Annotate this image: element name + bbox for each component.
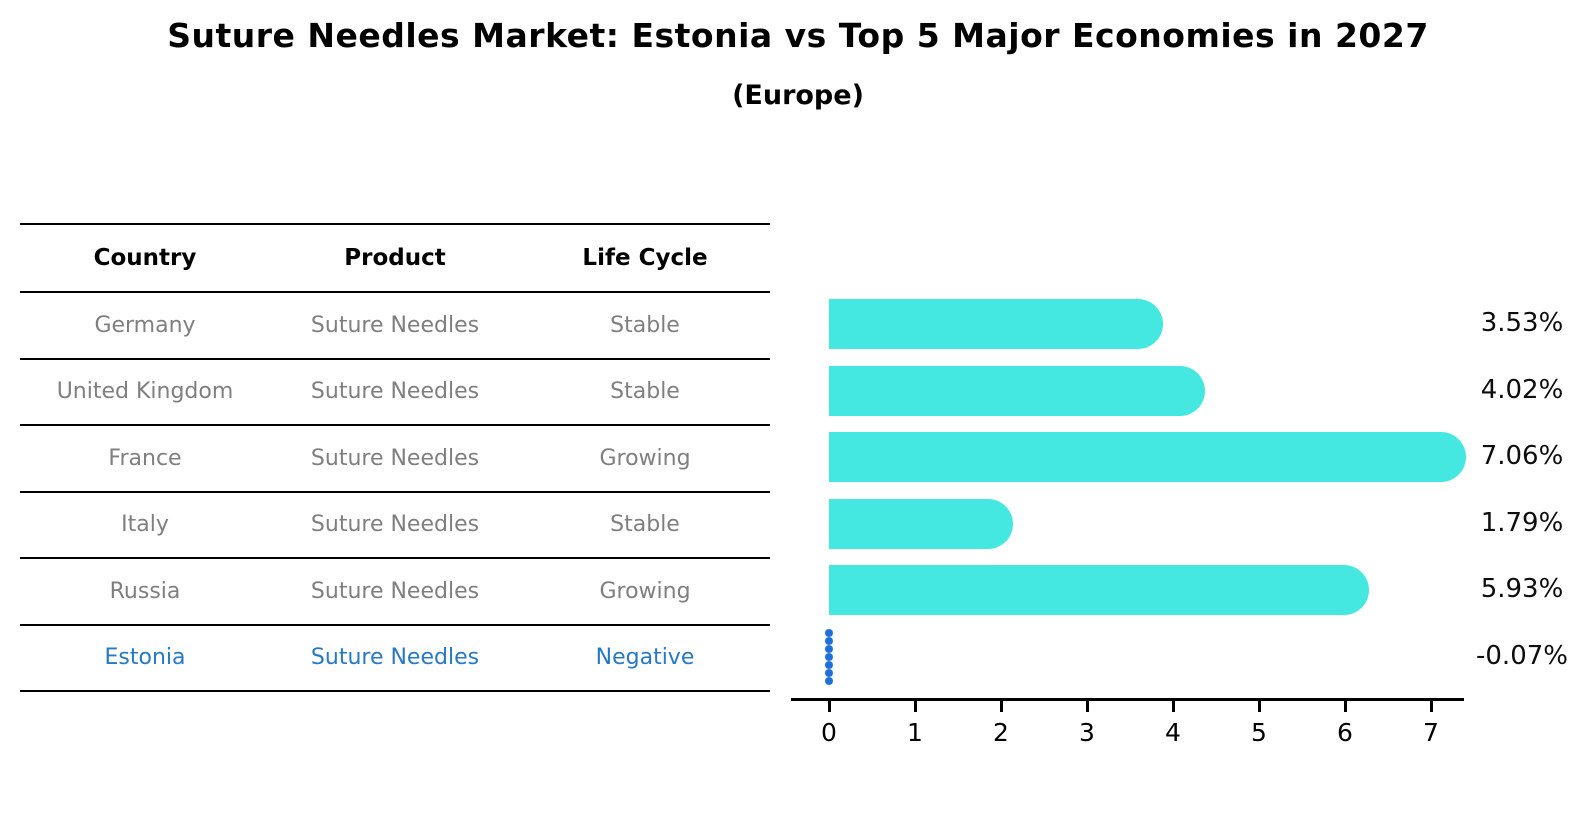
cell-country: Estonia [104,645,186,671]
table-header-country: Country [93,245,197,271]
cell-lifecycle: Growing [599,578,691,604]
table-row-italy: Italy Suture Needles Stable [20,490,770,558]
value-label-france: 7.06% [1480,441,1564,471]
chart-subtitle: (Europe) [732,80,864,111]
value-label-united-kingdom: 4.02% [1480,374,1564,405]
x-tick-3 [1085,701,1089,712]
value-label-italy: 1.79% [1480,507,1564,538]
x-tick-label-5: 5 [1251,718,1267,747]
bar-italy [829,498,1013,549]
chart-title: Suture Needles Market: Estonia vs Top 5 … [167,16,1429,55]
cell-product: Suture Needles [310,512,480,538]
x-tick-label-1: 1 [907,718,923,747]
cell-lifecycle: Stable [610,512,680,538]
x-tick-label-6: 6 [1337,718,1353,747]
table-row-france: France Suture Needles Growing [20,424,770,491]
x-axis-line [791,698,1464,701]
cell-lifecycle: Stable [610,312,680,338]
x-tick-label-4: 4 [1165,718,1181,747]
bar-germany [829,299,1163,349]
cell-product: Suture Needles [310,379,480,405]
cell-country: Germany [94,312,196,338]
value-label-russia: 5.93% [1480,574,1564,604]
table-row-united-kingdom: United Kingdom Suture Needles Stable [20,357,770,425]
value-label-estonia: -0.07% [1476,640,1568,671]
x-tick-1 [913,701,917,712]
x-tick-label-0: 0 [821,718,837,747]
x-tick-label-7: 7 [1423,718,1439,747]
cell-product: Suture Needles [310,312,480,338]
table-header-lifecycle: Life Cycle [582,245,708,271]
cell-country: United Kingdom [56,379,234,405]
x-tick-0 [827,701,831,712]
country-table: Country Product Life Cycle Germany Suture… [20,223,770,692]
x-tick-6 [1343,701,1347,712]
bar-russia [829,565,1369,615]
x-tick-label-2: 2 [993,718,1009,747]
x-tick-label-3: 3 [1079,718,1095,747]
table-row-germany: Germany Suture Needles Stable [20,291,770,358]
x-tick-5 [1257,701,1261,712]
cell-lifecycle: Negative [595,645,695,671]
table-header-product: Product [344,245,446,271]
negative-bar-marker-estonia [825,628,833,685]
cell-country: Russia [109,578,181,604]
table-row-russia: Russia Suture Needles Growing [20,557,770,624]
table-row-estonia: Estonia Suture Needles Negative [20,623,770,692]
cell-product: Suture Needles [310,645,480,671]
cell-lifecycle: Growing [599,445,691,471]
x-tick-4 [1171,701,1175,712]
cell-country: Italy [121,512,169,538]
x-tick-2 [999,701,1003,712]
x-tick-7 [1429,701,1433,712]
cell-country: France [108,445,182,471]
bar-united-kingdom [829,365,1205,416]
cell-product: Suture Needles [310,445,480,471]
table-body: Germany Suture Needles Stable United Kingdo… [20,291,770,692]
value-label-germany: 3.53% [1480,308,1564,338]
table-header-row: Country Product Life Cycle [20,223,770,291]
cell-product: Suture Needles [310,578,480,604]
bar-france [829,432,1467,482]
cell-lifecycle: Stable [610,379,680,405]
